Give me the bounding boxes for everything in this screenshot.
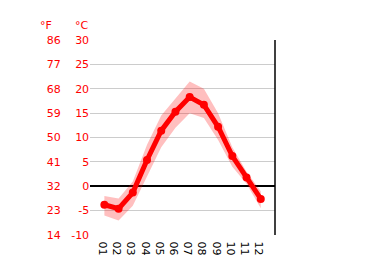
svg-text:30: 30 (75, 34, 89, 47)
svg-text:02: 02 (110, 242, 123, 256)
svg-text:86: 86 (47, 34, 61, 47)
svg-text:77: 77 (47, 58, 61, 71)
svg-text:20: 20 (75, 83, 89, 96)
svg-text:06: 06 (167, 242, 180, 256)
svg-text:-5: -5 (78, 204, 89, 217)
svg-text:-10: -10 (71, 229, 89, 242)
svg-text:50: 50 (47, 131, 61, 144)
svg-text:41: 41 (47, 156, 61, 169)
svg-text:15: 15 (75, 107, 89, 120)
svg-text:03: 03 (124, 242, 137, 256)
svg-text:59: 59 (47, 107, 61, 120)
svg-text:11: 11 (238, 242, 251, 256)
svg-text:23: 23 (47, 204, 61, 217)
svg-text:32: 32 (47, 180, 61, 193)
svg-text:01: 01 (96, 242, 109, 256)
svg-text:°F: °F (40, 19, 52, 32)
svg-text:5: 5 (82, 156, 89, 169)
svg-text:10: 10 (75, 131, 89, 144)
svg-text:25: 25 (75, 58, 89, 71)
svg-text:05: 05 (153, 242, 166, 256)
svg-text:12: 12 (252, 242, 265, 256)
svg-text:14: 14 (47, 229, 61, 242)
svg-text:0: 0 (82, 180, 89, 193)
svg-text:10: 10 (224, 242, 237, 256)
svg-text:08: 08 (195, 242, 208, 256)
svg-text:09: 09 (210, 242, 223, 256)
svg-text:68: 68 (47, 83, 61, 96)
svg-text:04: 04 (139, 242, 152, 256)
svg-text:07: 07 (181, 242, 194, 256)
svg-text:°C: °C (75, 19, 89, 32)
